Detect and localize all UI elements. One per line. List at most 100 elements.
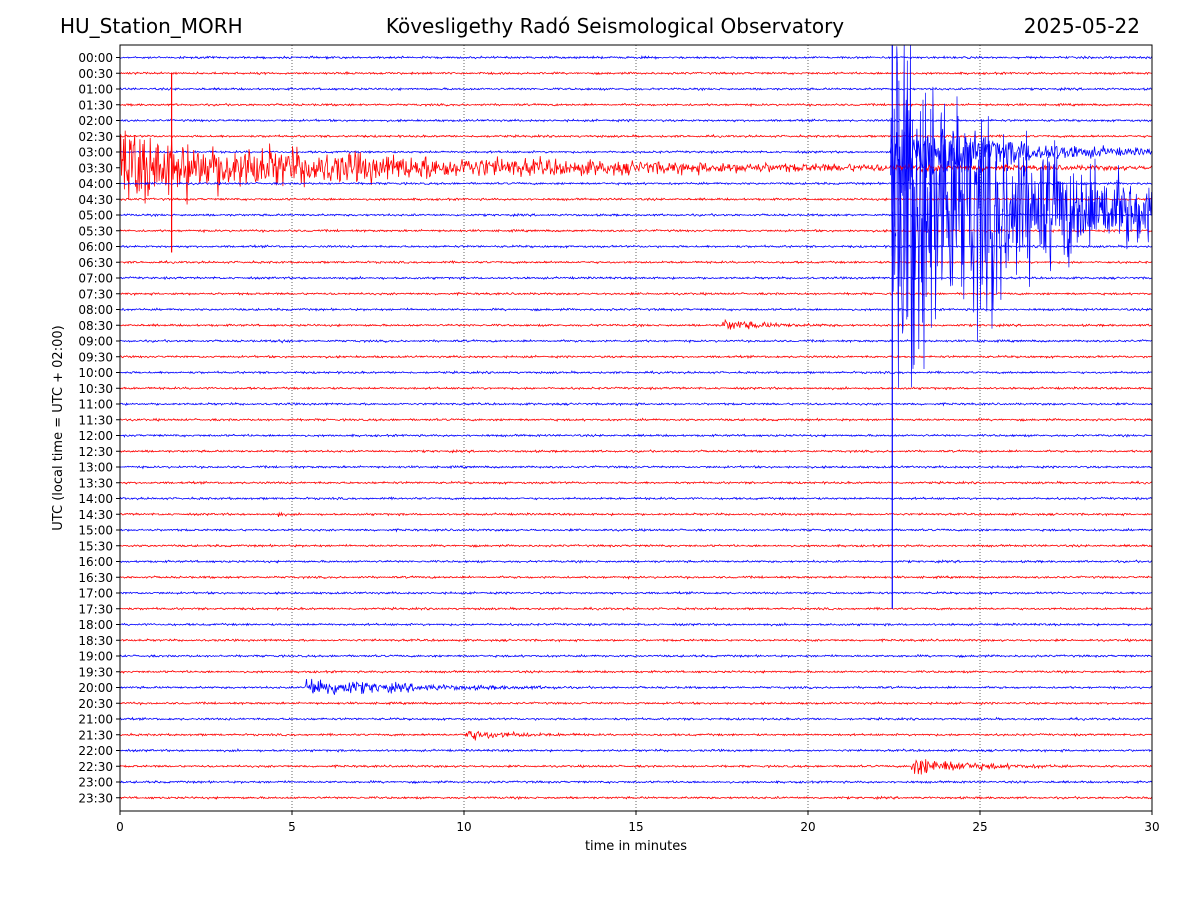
record-date: 2025-05-22	[1023, 14, 1140, 38]
trace-row-0830	[120, 318, 1152, 330]
trace-row-1200	[120, 433, 1152, 438]
y-tick-label: 07:00	[78, 272, 113, 286]
y-tick-label: 23:00	[78, 776, 113, 790]
x-axis-label: time in minutes	[585, 839, 687, 854]
y-tick-label: 03:00	[78, 146, 113, 160]
y-tick-label: 11:30	[78, 413, 113, 427]
x-tick-label: 30	[1144, 820, 1159, 834]
y-tick-label: 18:30	[78, 634, 113, 648]
trace-row-1930	[120, 669, 1152, 675]
y-tick-label: 18:00	[78, 618, 113, 632]
grid-lines	[291, 45, 981, 811]
y-tick-label: 03:30	[78, 161, 113, 175]
y-tick-label: 02:30	[78, 130, 113, 144]
trace-row-1630	[120, 575, 1152, 580]
trace-row-0800	[120, 307, 1152, 312]
y-tick-label: 01:00	[78, 83, 113, 97]
trace-row-2130	[120, 730, 1152, 741]
trace-row-2200	[120, 748, 1152, 753]
y-tick-label: 00:00	[78, 51, 113, 65]
trace-row-1400	[120, 496, 1152, 501]
y-tick-label: 21:00	[78, 713, 113, 727]
y-tick-label: 15:00	[78, 524, 113, 538]
y-tick-label: 16:30	[78, 571, 113, 585]
trace-row-2230	[120, 759, 1152, 775]
trace-row-1000	[120, 370, 1152, 375]
y-tick-label: 19:00	[78, 650, 113, 664]
observatory-title: Kövesligethy Radó Seismological Observat…	[385, 14, 845, 38]
trace-row-0330	[120, 130, 1152, 205]
station-name: HU_Station_MORH	[60, 14, 243, 38]
trace-row-2030	[120, 700, 1152, 706]
trace-row-0100	[120, 86, 1152, 92]
trace-row-1830	[120, 638, 1152, 643]
trace-row-1300	[120, 464, 1152, 470]
y-tick-label: 17:30	[78, 602, 113, 616]
trace-row-0000	[120, 55, 1152, 60]
x-tick-label: 5	[288, 820, 296, 834]
y-tick-label: 20:30	[78, 697, 113, 711]
y-tick-label: 04:30	[78, 193, 113, 207]
trace-row-1230	[120, 449, 1152, 454]
large-event-coda	[890, 45, 1152, 389]
trace-row-1430	[120, 511, 1152, 518]
y-tick-label: 22:00	[78, 744, 113, 758]
y-tick-label: 20:00	[78, 681, 113, 695]
trace-row-1330	[120, 480, 1152, 486]
y-tick-label: 14:30	[78, 508, 113, 522]
y-axis-label: UTC (local time = UTC + 02:00)	[51, 325, 66, 530]
trace-row-1500	[120, 527, 1152, 533]
y-tick-label: 13:00	[78, 461, 113, 475]
y-tick-label: 19:30	[78, 665, 113, 679]
y-tick-label: 10:30	[78, 382, 113, 396]
trace-row-0730	[120, 291, 1152, 297]
trace-row-0200	[120, 118, 1152, 123]
trace-row-1600	[120, 559, 1152, 564]
trace-row-1730	[120, 606, 1152, 611]
trace-row-1530	[120, 543, 1152, 549]
y-tick-label: 04:00	[78, 177, 113, 191]
trace-row-2100	[120, 716, 1152, 722]
trace-row-0030	[120, 71, 1152, 76]
y-tick-label: 06:30	[78, 256, 113, 270]
y-tick-label: 10:00	[78, 366, 113, 380]
y-tick-label: 05:30	[78, 224, 113, 238]
x-tick-label: 25	[972, 820, 987, 834]
y-tick-label: 02:00	[78, 114, 113, 128]
trace-row-1900	[120, 653, 1152, 659]
y-tick-label: 16:00	[78, 555, 113, 569]
y-tick-label: 00:30	[78, 67, 113, 81]
trace-row-1700	[120, 590, 1152, 596]
trace-row-0900	[120, 338, 1152, 344]
y-tick-label: 09:00	[78, 335, 113, 349]
y-tick-label: 05:00	[78, 209, 113, 223]
trace-row-0130	[120, 102, 1152, 108]
trace-row-0700	[120, 275, 1152, 281]
y-tick-label: 12:00	[78, 429, 113, 443]
trace-row-2330	[120, 795, 1152, 801]
y-tick-label: 06:00	[78, 240, 113, 254]
trace-row-0930	[120, 354, 1152, 359]
y-tick-label: 13:30	[78, 476, 113, 490]
y-tick-label: 15:30	[78, 539, 113, 553]
y-tick-label: 08:30	[78, 319, 113, 333]
trace-row-0230	[120, 133, 1152, 139]
trace-row-1100	[120, 401, 1152, 407]
x-axis: 0 5 10 15 20 25 30	[116, 811, 1160, 834]
x-tick-label: 15	[628, 820, 643, 834]
y-tick-label: 23:30	[78, 791, 113, 805]
y-tick-label: 17:00	[78, 587, 113, 601]
traces	[120, 45, 1152, 801]
trace-row-2000	[120, 678, 1152, 695]
x-tick-label: 20	[800, 820, 815, 834]
trace-row-2300	[120, 779, 1152, 785]
y-tick-label: 11:00	[78, 398, 113, 412]
x-tick-label: 10	[456, 820, 471, 834]
y-tick-label: 08:00	[78, 303, 113, 317]
trace-row-0630	[120, 259, 1152, 265]
y-tick-label: 12:30	[78, 445, 113, 459]
y-tick-label: 09:30	[78, 350, 113, 364]
trace-row-1030	[120, 385, 1152, 391]
